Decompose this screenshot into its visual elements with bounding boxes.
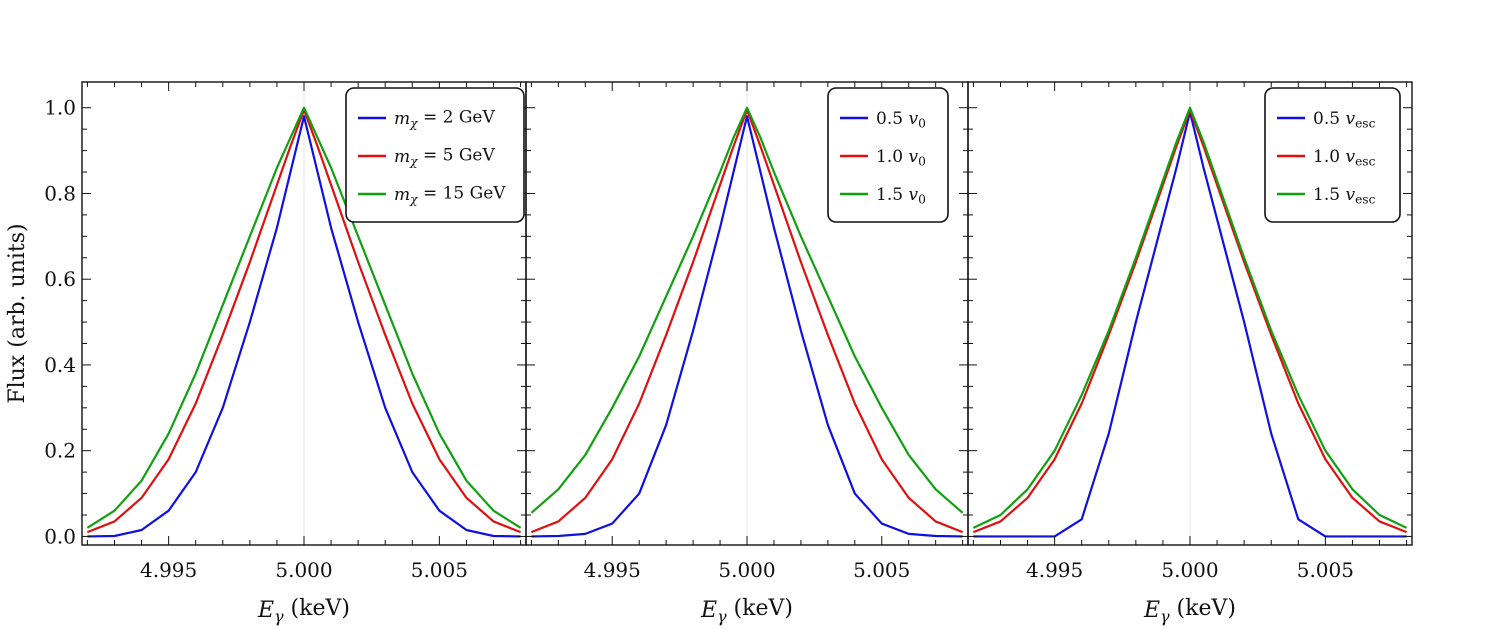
legend-box — [827, 87, 949, 223]
series-line-2 — [530, 106, 964, 514]
y-tick-label: 0.8 — [44, 181, 76, 205]
series-line-2 — [86, 106, 522, 529]
series-line-0 — [531, 115, 963, 538]
legend-label-0: mχ = 2 GeV — [394, 108, 495, 131]
legend-label-1: 1.0 v0 — [876, 147, 926, 169]
legend-label-2: 1.5 vesc — [1313, 185, 1376, 207]
y-tick-label: 0.2 — [44, 439, 76, 463]
x-tick-label: 4.995 — [140, 558, 197, 582]
y-tick-label: 0.0 — [44, 524, 76, 548]
panel-vesc: 4.995 5.000 5.005 Eγ (keV) 0.5 vesc 1.0 vesc 1… — [967, 81, 1413, 626]
legend: mχ = 2 GeV mχ = 5 GeV mχ = 15 GeV — [345, 87, 525, 223]
legend-label-0: 0.5 vesc — [1313, 109, 1376, 131]
panel-v0: 4.995 5.000 5.005 Eγ (keV) 0.5 v0 1.0 v0 1.5 v… — [525, 81, 969, 626]
y-tick-label: 0.6 — [44, 267, 76, 291]
legend: 0.5 vesc 1.0 vesc 1.5 vesc — [1264, 87, 1401, 223]
x-tick-label: 4.995 — [584, 558, 641, 582]
legend-label-2: 1.5 v0 — [876, 185, 926, 207]
series-line-0 — [87, 115, 521, 538]
x-tick-label: 5.000 — [1161, 558, 1218, 582]
legend-box — [345, 87, 525, 223]
legend-label-1: mχ = 5 GeV — [394, 146, 495, 169]
x-tick-label: 5.005 — [853, 558, 910, 582]
x-tick-label: 4.995 — [1026, 558, 1083, 582]
x-tick-label: 5.000 — [718, 558, 775, 582]
x-axis-label: Eγ (keV) — [1143, 596, 1236, 626]
panel-mass: 4.995 5.000 5.005 0.0 0.2 0.4 0.6 0.8 1.0 Eγ (keV… — [5, 81, 527, 626]
x-tick-label: 5.005 — [1297, 558, 1354, 582]
x-axis-label: Eγ (keV) — [700, 596, 793, 626]
y-tick-label: 1.0 — [44, 96, 76, 120]
x-axis-label: Eγ (keV) — [257, 596, 350, 626]
legend-label-0: 0.5 v0 — [876, 109, 926, 131]
legend-box — [1264, 87, 1401, 223]
series-line-2 — [972, 106, 1408, 529]
x-tick-label: 5.005 — [411, 558, 468, 582]
y-tick-label: 0.4 — [44, 353, 76, 377]
x-tick-label: 5.000 — [275, 558, 332, 582]
y-axis-label: Flux (arb. units) — [5, 223, 30, 403]
legend: 0.5 v0 1.0 v0 1.5 v0 — [827, 87, 949, 223]
legend-label-1: 1.0 vesc — [1313, 147, 1376, 169]
legend-label-2: mχ = 15 GeV — [394, 184, 506, 207]
